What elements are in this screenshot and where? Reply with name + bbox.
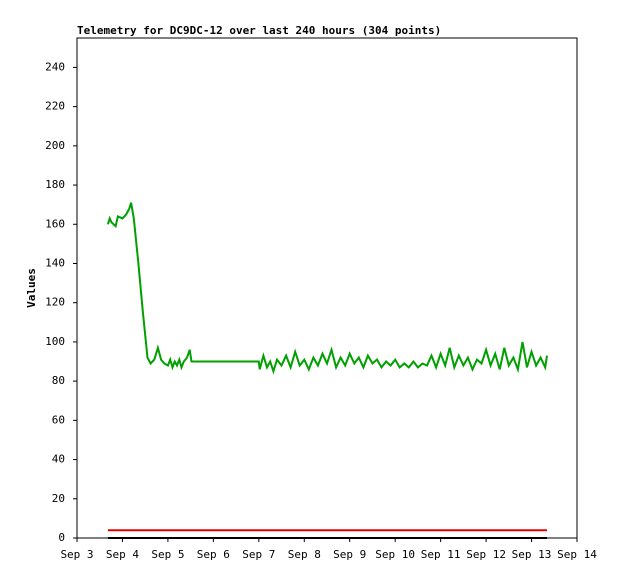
data-line bbox=[106, 202, 548, 375]
y-tick-label: 0 bbox=[58, 531, 65, 544]
x-tick-label: Sep 10 bbox=[375, 548, 415, 561]
y-axis-label: Values bbox=[25, 268, 38, 308]
x-tick-label: Sep 9 bbox=[333, 548, 366, 561]
x-tick-label: Sep 7 bbox=[242, 548, 275, 561]
y-tick-label: 160 bbox=[45, 217, 65, 230]
y-tick-label: 180 bbox=[45, 178, 65, 191]
y-tick-label: 200 bbox=[45, 139, 65, 152]
x-tick-label: Sep 6 bbox=[197, 548, 230, 561]
x-tick-label: Sep 8 bbox=[288, 548, 321, 561]
x-tick-label: Sep 11 bbox=[421, 548, 461, 561]
y-tick-label: 20 bbox=[52, 492, 65, 505]
x-tick-label: Sep 12 bbox=[466, 548, 506, 561]
y-tick-label: 100 bbox=[45, 335, 65, 348]
y-tick-label: 220 bbox=[45, 100, 65, 113]
y-tick-label: 140 bbox=[45, 256, 65, 269]
y-tick-label: 120 bbox=[45, 296, 65, 309]
x-tick-label: Sep 5 bbox=[151, 548, 184, 561]
x-tick-label: Sep 13 bbox=[512, 548, 552, 561]
y-tick-label: 40 bbox=[52, 453, 65, 466]
y-tick-label: 80 bbox=[52, 374, 65, 387]
x-tick-label: Sep 4 bbox=[106, 548, 139, 561]
y-tick-label: 60 bbox=[52, 413, 65, 426]
x-tick-label: Sep 14 bbox=[557, 548, 597, 561]
x-tick-label: Sep 3 bbox=[60, 548, 93, 561]
chart-title: Telemetry for DC9DC-12 over last 240 hou… bbox=[77, 24, 441, 37]
y-tick-label: 240 bbox=[45, 60, 65, 73]
